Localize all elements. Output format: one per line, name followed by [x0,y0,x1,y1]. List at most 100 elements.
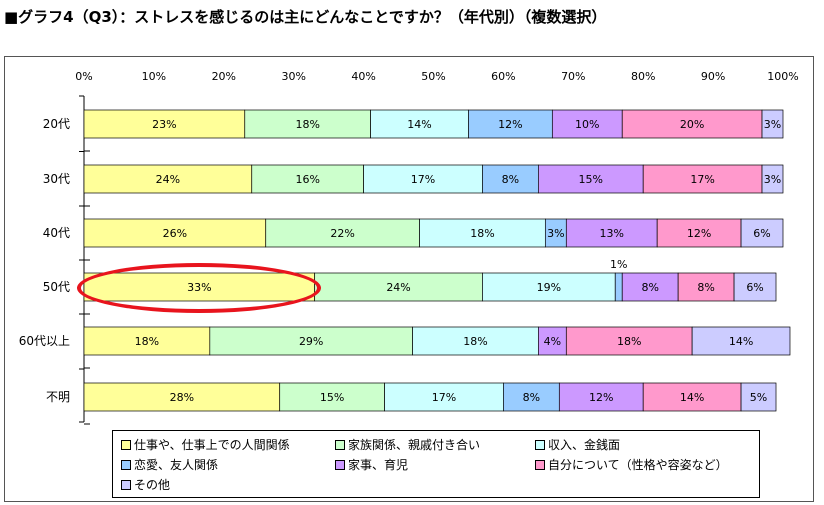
x-tick-label: 0% [75,70,92,83]
bar-segment [265,218,420,248]
page-title: ■グラフ4（Q3）：ストレスを感じるのは主にどんなことですか？（年代別）（複数選… [4,8,607,26]
bar-segment [370,109,469,139]
data-label: 13% [600,227,624,240]
bar-segment [83,109,246,139]
data-label: 8% [641,281,658,294]
data-label: 12% [589,391,613,404]
data-label: 24% [386,281,410,294]
data-label: 3% [764,173,781,186]
legend-item: 仕事や、仕事上での人間関係 [121,436,290,453]
data-label: 3% [764,118,781,131]
data-label: 28% [170,391,194,404]
bar-segment [314,272,483,302]
bar-segment [565,326,693,356]
category-label: 30代 [43,172,70,186]
x-tick-label: 80% [631,70,655,83]
data-label-annotation: 1% [610,258,627,271]
bar-segment [384,382,504,412]
legend-swatch [535,439,545,450]
data-label: 8% [502,173,519,186]
legend-label: 家事、育児 [348,458,409,472]
legend-item: その他 [121,476,170,493]
data-label: 20% [680,118,704,131]
legend-label: 収入、金銭面 [548,438,621,452]
legend-swatch [335,459,345,470]
x-tick-label: 50% [421,70,445,83]
data-label: 18% [470,227,494,240]
bar-segment [83,326,211,356]
bar-segment [761,164,784,194]
category-label: 不明 [46,390,70,404]
legend-label: 自分について（性格や容姿など） [548,458,728,472]
bar-segment [558,382,644,412]
legend-label: 家族関係、親戚付き合い [348,438,481,452]
data-label: 12% [687,227,711,240]
data-label: 24% [156,173,180,186]
data-label: 18% [617,335,641,348]
category-label: 20代 [43,117,70,131]
data-label: 18% [295,118,319,131]
legend-label: 仕事や、仕事上での人間関係 [134,438,290,452]
bar-segment [761,109,784,139]
legend-item: 家事、育児 [335,456,408,473]
data-label: 16% [295,173,319,186]
legend-label: その他 [134,478,171,492]
bar-segment [537,326,567,356]
bar-segment [83,382,281,412]
legend-item: 恋愛、友人関係 [121,456,218,473]
x-tick-label: 70% [561,70,585,83]
data-label: 29% [299,335,323,348]
bar-segment [677,272,735,302]
bar-segment [419,218,546,248]
bar-segment [83,218,267,248]
bar-segment [691,326,791,356]
legend-label: 恋愛、友人関係 [134,458,219,472]
x-tick-label: 90% [701,70,725,83]
highlight-ellipse [77,263,321,313]
legend-swatch [121,479,131,490]
bar-segment [279,382,385,412]
data-label: 17% [432,391,456,404]
bar-segment [482,164,539,194]
data-label: 5% [750,391,767,404]
bar-segment [656,218,742,248]
bar-segment [621,109,763,139]
legend-swatch [335,439,345,450]
x-tick-label: 10% [142,70,166,83]
legend-swatch [121,459,131,470]
data-label: 19% [537,281,561,294]
data-label: 4% [544,335,561,348]
data-label: 8% [697,281,714,294]
data-label: 18% [135,335,159,348]
legend-swatch [121,439,131,450]
legend: 仕事や、仕事上での人間関係 家族関係、親戚付き合い 収入、金銭面 恋愛、友人関係… [112,430,760,498]
category-label: 60代以上 [19,334,70,348]
bar-segment [537,164,644,194]
data-label: 15% [320,391,344,404]
data-label: 6% [746,281,763,294]
data-label: 22% [330,227,354,240]
bar-segment [468,109,553,139]
x-tick-label: 30% [281,70,305,83]
bar-segment [614,272,623,302]
data-label: 10% [575,118,599,131]
data-label: 3% [547,227,564,240]
bar-segment [740,382,777,412]
legend-item: 家族関係、親戚付き合い [335,436,480,453]
data-label: 12% [498,118,522,131]
bar-segment [565,218,658,248]
data-label: 17% [690,173,714,186]
data-label: 14% [407,118,431,131]
bar-segment [209,326,413,356]
data-label: 8% [523,391,540,404]
category-label: 50代 [43,280,70,294]
bar-segment [551,109,623,139]
bar-segment [642,382,742,412]
data-label: 6% [753,227,770,240]
data-label: 14% [680,391,704,404]
data-label: 18% [463,335,487,348]
legend-swatch [535,459,545,470]
x-tick-label: 100% [767,70,798,83]
data-label: 17% [411,173,435,186]
